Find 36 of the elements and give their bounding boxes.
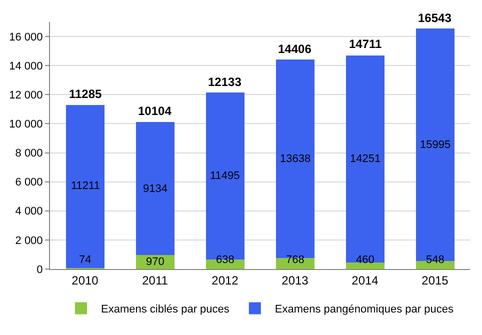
data-label: 74 (79, 254, 92, 266)
x-tick-label: 2010 (72, 273, 99, 288)
bar (66, 105, 104, 268)
data-label: 13638 (280, 153, 311, 165)
bar (346, 55, 384, 262)
legend-label: Examens ciblés par puces (101, 303, 230, 316)
total-label: 16543 (418, 11, 452, 25)
x-tick-label: 2012 (212, 273, 239, 288)
total-label: 14406 (278, 42, 312, 56)
x-tick-label: 2013 (282, 273, 309, 288)
bar (136, 122, 174, 255)
data-label: 9134 (143, 183, 168, 195)
y-tick-label: 10 000 (9, 118, 43, 131)
total-label: 14711 (349, 37, 382, 51)
total-label: 12133 (208, 75, 242, 89)
data-label: 970 (146, 256, 164, 268)
x-tick-label: 2011 (142, 273, 168, 288)
x-tick-label: 2014 (352, 273, 379, 288)
y-tick-label: 0 (36, 264, 43, 276)
data-label: 14251 (350, 153, 381, 165)
y-tick-label: 12 000 (9, 90, 43, 102)
total-label: 11285 (69, 87, 102, 101)
y-tick-label: 14 000 (9, 60, 43, 72)
data-label: 15995 (420, 139, 451, 151)
x-tick-label: 2015 (422, 273, 449, 288)
y-tick-label: 6 000 (15, 176, 43, 189)
y-tick-label: 8 000 (15, 148, 43, 160)
total-label: 10104 (138, 104, 172, 118)
legend-label: Examens pangénomiques par puces (274, 303, 454, 316)
y-tick-label: 2 000 (15, 234, 43, 247)
bar (346, 262, 384, 269)
bar (416, 28, 454, 262)
data-label: 11495 (210, 170, 240, 182)
y-tick-label: 4 000 (15, 206, 43, 218)
data-label: 11211 (71, 180, 100, 192)
y-tick-label: 16 000 (9, 31, 43, 44)
